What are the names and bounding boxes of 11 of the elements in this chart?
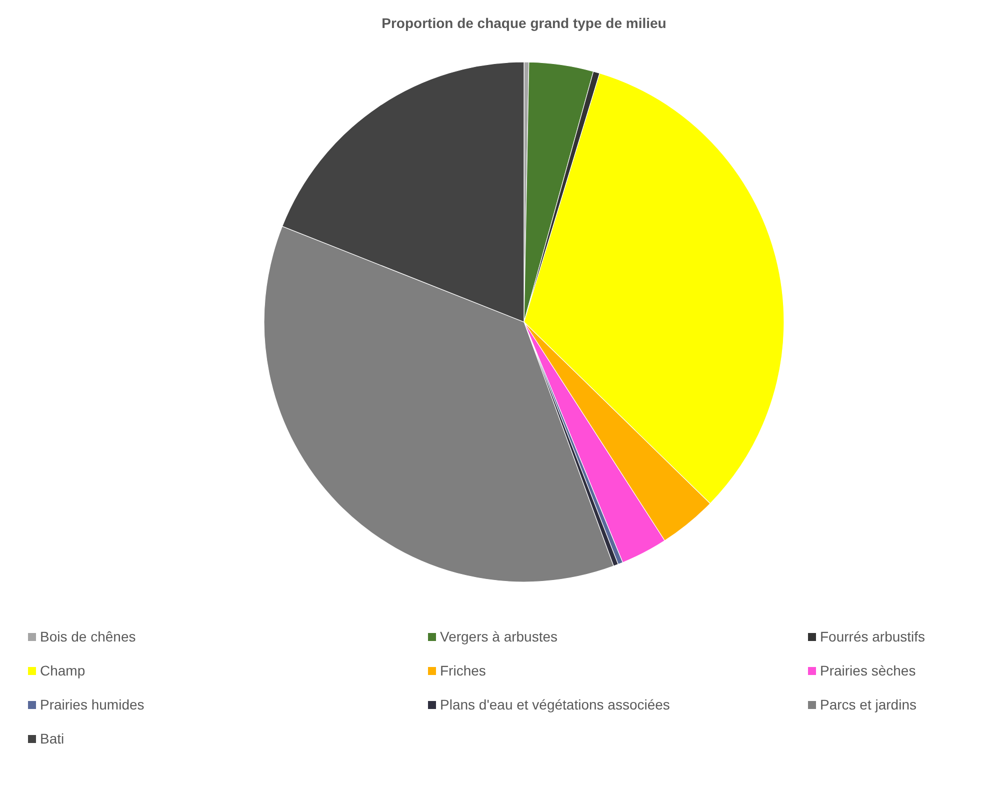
legend-label: Bois de chênes (40, 628, 136, 645)
legend-label: Vergers à arbustes (440, 628, 558, 645)
legend-label: Fourrés arbustifs (820, 628, 926, 645)
chart-title: Proportion de chaque grand type de milieu (382, 15, 666, 31)
legend-label: Prairies humides (40, 696, 144, 713)
legend-label: Champ (40, 662, 86, 679)
legend-label: Friches (440, 662, 486, 679)
legend-label: Bati (40, 730, 64, 747)
legend-label: Prairies sèches (820, 662, 916, 679)
legend-label: Parcs et jardins (820, 696, 916, 713)
legend-label: Plans d'eau et végétations associées (440, 696, 670, 713)
